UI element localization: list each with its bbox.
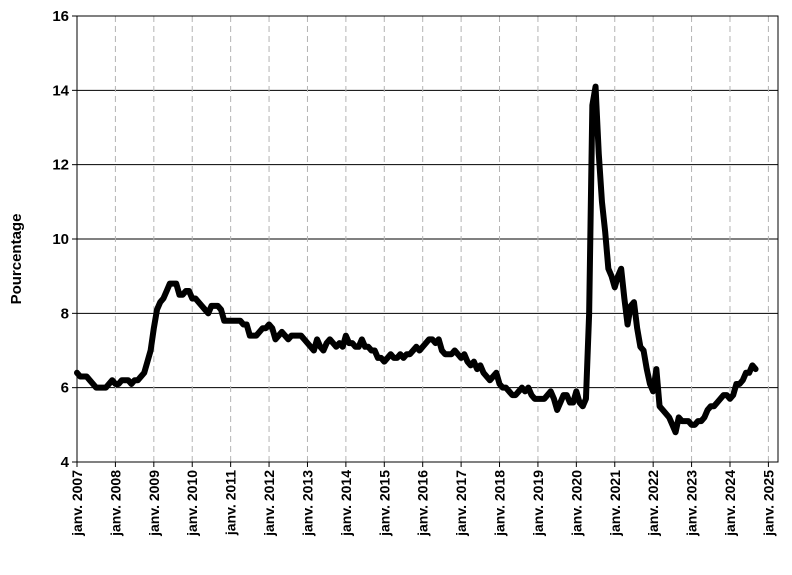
y-axis-title: Pourcentage xyxy=(8,214,25,305)
y-tick-label: 6 xyxy=(61,380,69,397)
x-tick-label: janv. 2012 xyxy=(261,470,277,537)
y-tick-label: 4 xyxy=(61,454,70,471)
x-tick-label: janv. 2009 xyxy=(146,470,162,537)
x-tick-label: janv. 2022 xyxy=(645,470,661,537)
y-tick-label: 14 xyxy=(52,82,69,99)
x-tick-label: janv. 2016 xyxy=(415,470,431,537)
y-axis-tick-labels: 4 6 8 10 12 14 16 xyxy=(52,8,69,471)
x-tick-label: janv. 2024 xyxy=(722,470,738,537)
plot-area-frame xyxy=(76,15,779,463)
x-tick-label: janv. 2013 xyxy=(299,470,315,537)
x-tick-label: janv. 2020 xyxy=(568,470,584,537)
x-tick-label: janv. 2008 xyxy=(107,470,123,537)
x-tick-label: janv. 2025 xyxy=(760,470,776,537)
vertical-gridlines xyxy=(76,16,769,467)
series-line xyxy=(74,83,759,436)
x-tick-label: janv. 2015 xyxy=(376,470,392,537)
x-axis-tick-labels: janv. 2007 janv. 2008 janv. 2009 janv. 2010… xyxy=(69,470,776,537)
x-tick-label: janv. 2011 xyxy=(223,470,239,536)
x-tick-label: janv. 2021 xyxy=(607,470,623,537)
y-tick-label: 12 xyxy=(52,157,69,174)
horizontal-gridlines xyxy=(72,15,778,463)
x-tick-label: janv. 2019 xyxy=(530,470,546,537)
x-tick-label: janv. 2010 xyxy=(184,470,200,537)
y-tick-label: 8 xyxy=(61,305,69,322)
x-tick-label: janv. 2007 xyxy=(69,470,85,537)
x-tick-label: janv. 2017 xyxy=(453,470,469,537)
x-tick-label: janv. 2023 xyxy=(684,470,700,537)
y-tick-label: 16 xyxy=(52,8,69,25)
x-tick-label: janv. 2014 xyxy=(338,470,354,537)
x-tick-label: janv. 2018 xyxy=(492,470,508,537)
y-tick-label: 10 xyxy=(52,231,69,248)
